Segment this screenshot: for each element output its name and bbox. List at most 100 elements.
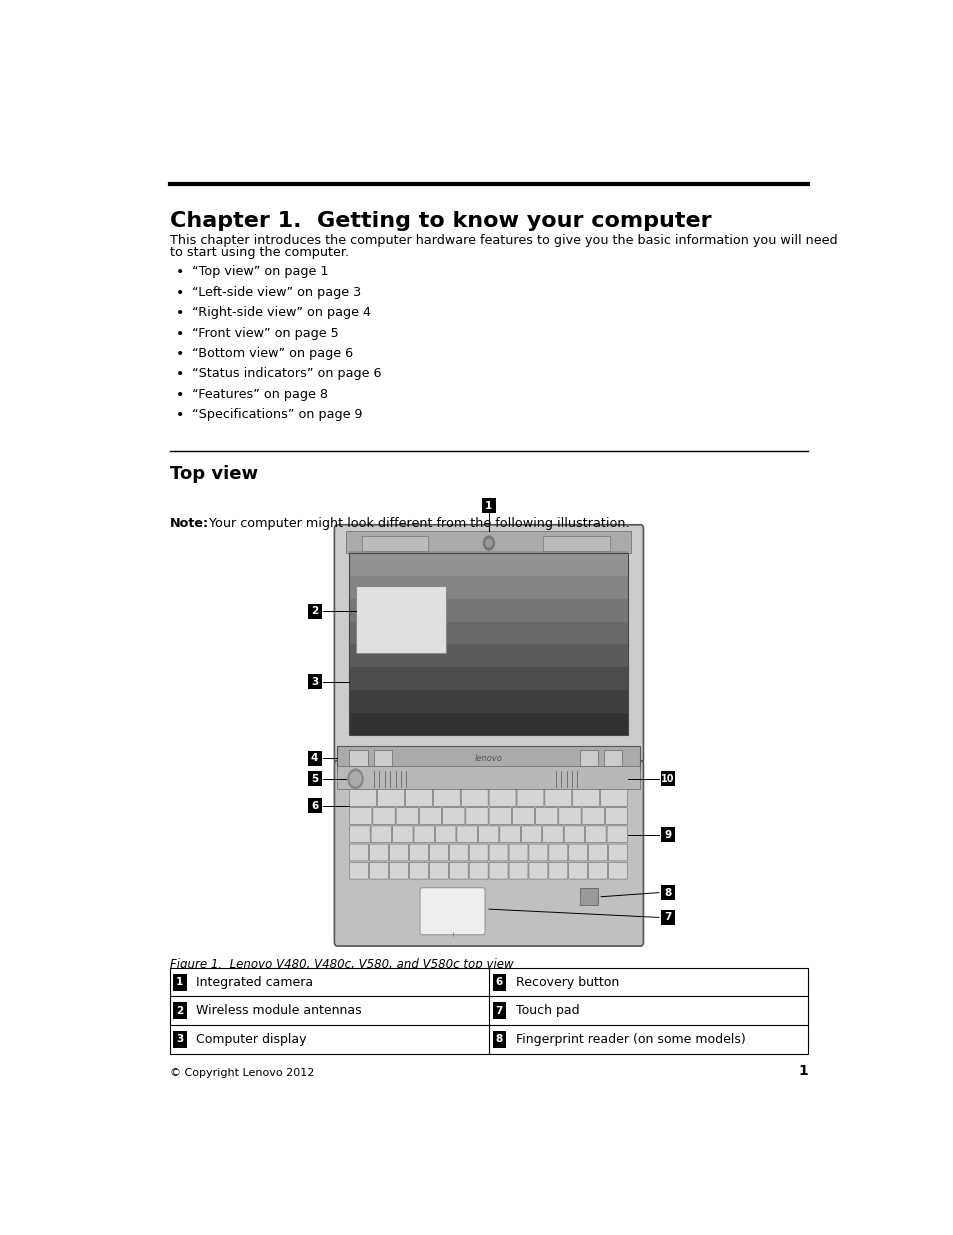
Text: © Copyright Lenovo 2012: © Copyright Lenovo 2012 xyxy=(170,1068,314,1078)
Bar xyxy=(337,767,639,789)
Text: Your computer might look different from the following illustration.: Your computer might look different from … xyxy=(200,517,629,530)
Text: •: • xyxy=(175,367,184,382)
Bar xyxy=(173,1031,187,1047)
FancyBboxPatch shape xyxy=(435,826,456,842)
Bar xyxy=(349,574,628,599)
FancyBboxPatch shape xyxy=(429,844,448,861)
Text: Computer display: Computer display xyxy=(196,1032,306,1046)
Bar xyxy=(346,531,631,553)
Text: 3: 3 xyxy=(311,677,318,687)
Bar xyxy=(307,674,321,689)
FancyBboxPatch shape xyxy=(465,808,488,825)
FancyBboxPatch shape xyxy=(429,862,448,879)
Text: Recovery button: Recovery button xyxy=(515,976,618,989)
Text: 7: 7 xyxy=(663,913,671,923)
FancyBboxPatch shape xyxy=(489,789,516,806)
Circle shape xyxy=(350,772,360,785)
FancyBboxPatch shape xyxy=(563,826,584,842)
FancyBboxPatch shape xyxy=(369,862,388,879)
FancyBboxPatch shape xyxy=(489,844,508,861)
FancyBboxPatch shape xyxy=(604,808,627,825)
FancyBboxPatch shape xyxy=(350,862,368,879)
FancyBboxPatch shape xyxy=(517,789,543,806)
Bar xyxy=(603,750,621,767)
Text: “Right-side view” on page 4: “Right-side view” on page 4 xyxy=(192,306,371,319)
FancyBboxPatch shape xyxy=(419,808,441,825)
FancyBboxPatch shape xyxy=(512,808,534,825)
Text: Integrated camera: Integrated camera xyxy=(196,976,313,989)
Text: 7: 7 xyxy=(495,1005,502,1015)
Text: “Left-side view” on page 3: “Left-side view” on page 3 xyxy=(192,285,360,299)
FancyBboxPatch shape xyxy=(395,808,418,825)
FancyBboxPatch shape xyxy=(350,844,368,861)
FancyBboxPatch shape xyxy=(568,844,587,861)
Circle shape xyxy=(348,769,363,789)
FancyBboxPatch shape xyxy=(405,789,432,806)
FancyBboxPatch shape xyxy=(542,826,562,842)
Text: “Front view” on page 5: “Front view” on page 5 xyxy=(192,326,338,340)
Text: 2: 2 xyxy=(311,606,318,616)
FancyBboxPatch shape xyxy=(544,789,571,806)
FancyBboxPatch shape xyxy=(588,862,607,879)
Text: 3: 3 xyxy=(176,1034,183,1045)
Bar xyxy=(481,498,496,514)
Text: “Status indicators” on page 6: “Status indicators” on page 6 xyxy=(192,367,381,380)
FancyBboxPatch shape xyxy=(389,862,408,879)
Bar xyxy=(492,1002,505,1019)
Bar xyxy=(307,751,321,766)
FancyBboxPatch shape xyxy=(469,862,488,879)
Text: “Specifications” on page 9: “Specifications” on page 9 xyxy=(192,409,362,421)
Text: •: • xyxy=(175,266,184,279)
Text: 1: 1 xyxy=(485,501,492,511)
Bar xyxy=(355,587,446,652)
Bar xyxy=(492,973,505,990)
Bar xyxy=(660,771,674,787)
FancyBboxPatch shape xyxy=(350,826,370,842)
Text: •: • xyxy=(175,409,184,422)
FancyBboxPatch shape xyxy=(369,844,388,861)
FancyBboxPatch shape xyxy=(585,826,605,842)
FancyBboxPatch shape xyxy=(581,808,603,825)
FancyBboxPatch shape xyxy=(389,844,408,861)
FancyBboxPatch shape xyxy=(419,888,484,935)
Text: lenovo: lenovo xyxy=(475,753,502,763)
FancyBboxPatch shape xyxy=(377,789,404,806)
Text: 1: 1 xyxy=(798,1065,807,1078)
Bar xyxy=(349,666,628,690)
FancyBboxPatch shape xyxy=(509,844,527,861)
Bar xyxy=(349,597,628,621)
Bar xyxy=(173,1002,187,1019)
Text: •: • xyxy=(175,285,184,300)
Text: 6: 6 xyxy=(311,800,318,810)
Bar xyxy=(349,711,628,735)
FancyBboxPatch shape xyxy=(548,862,567,879)
FancyBboxPatch shape xyxy=(489,862,508,879)
FancyBboxPatch shape xyxy=(548,844,567,861)
FancyBboxPatch shape xyxy=(409,844,428,861)
FancyBboxPatch shape xyxy=(371,826,391,842)
FancyBboxPatch shape xyxy=(392,826,413,842)
Bar xyxy=(660,885,674,900)
FancyBboxPatch shape xyxy=(509,862,527,879)
FancyBboxPatch shape xyxy=(528,862,547,879)
Text: Wireless module antennas: Wireless module antennas xyxy=(196,1004,361,1018)
Bar xyxy=(349,750,367,767)
FancyBboxPatch shape xyxy=(449,844,468,861)
Text: •: • xyxy=(175,347,184,361)
Text: Touch pad: Touch pad xyxy=(515,1004,578,1018)
Text: Chapter 1.  Getting to know your computer: Chapter 1. Getting to know your computer xyxy=(170,211,710,231)
FancyBboxPatch shape xyxy=(588,844,607,861)
Bar xyxy=(173,973,187,990)
FancyBboxPatch shape xyxy=(409,862,428,879)
FancyBboxPatch shape xyxy=(460,789,488,806)
Bar xyxy=(543,536,610,551)
Bar xyxy=(307,771,321,787)
Bar xyxy=(349,620,628,645)
Text: •: • xyxy=(175,326,184,341)
Text: 5: 5 xyxy=(311,774,318,784)
Text: “Bottom view” on page 6: “Bottom view” on page 6 xyxy=(192,347,353,359)
Text: 10: 10 xyxy=(660,774,674,784)
Text: •: • xyxy=(175,388,184,401)
Bar xyxy=(349,553,628,735)
FancyBboxPatch shape xyxy=(608,844,627,861)
